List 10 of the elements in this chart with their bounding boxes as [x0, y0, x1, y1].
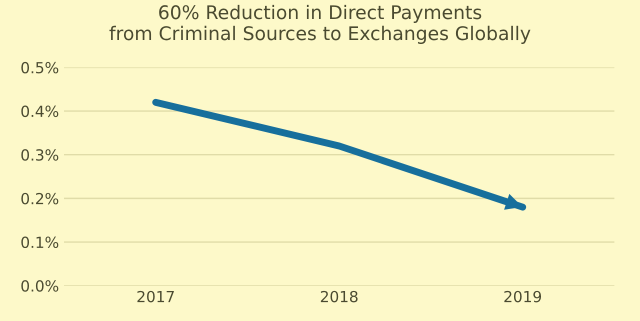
x-tick-label: 2017 — [137, 290, 174, 302]
y-tick-label: 0.0% — [21, 280, 58, 292]
y-tick-label: 0.3% — [21, 149, 58, 161]
chart-title: 60% Reduction in Direct Payments from Criminal Sources to Exchanges Globally — [109, 4, 530, 44]
y-tick-label: 0.1% — [21, 236, 58, 248]
y-tick-label: 0.4% — [21, 106, 58, 118]
x-tick-label: 2018 — [320, 290, 358, 302]
y-tick-label: 0.5% — [21, 62, 58, 74]
x-tick-label: 2019 — [504, 290, 542, 302]
y-tick-label: 0.2% — [21, 192, 58, 204]
